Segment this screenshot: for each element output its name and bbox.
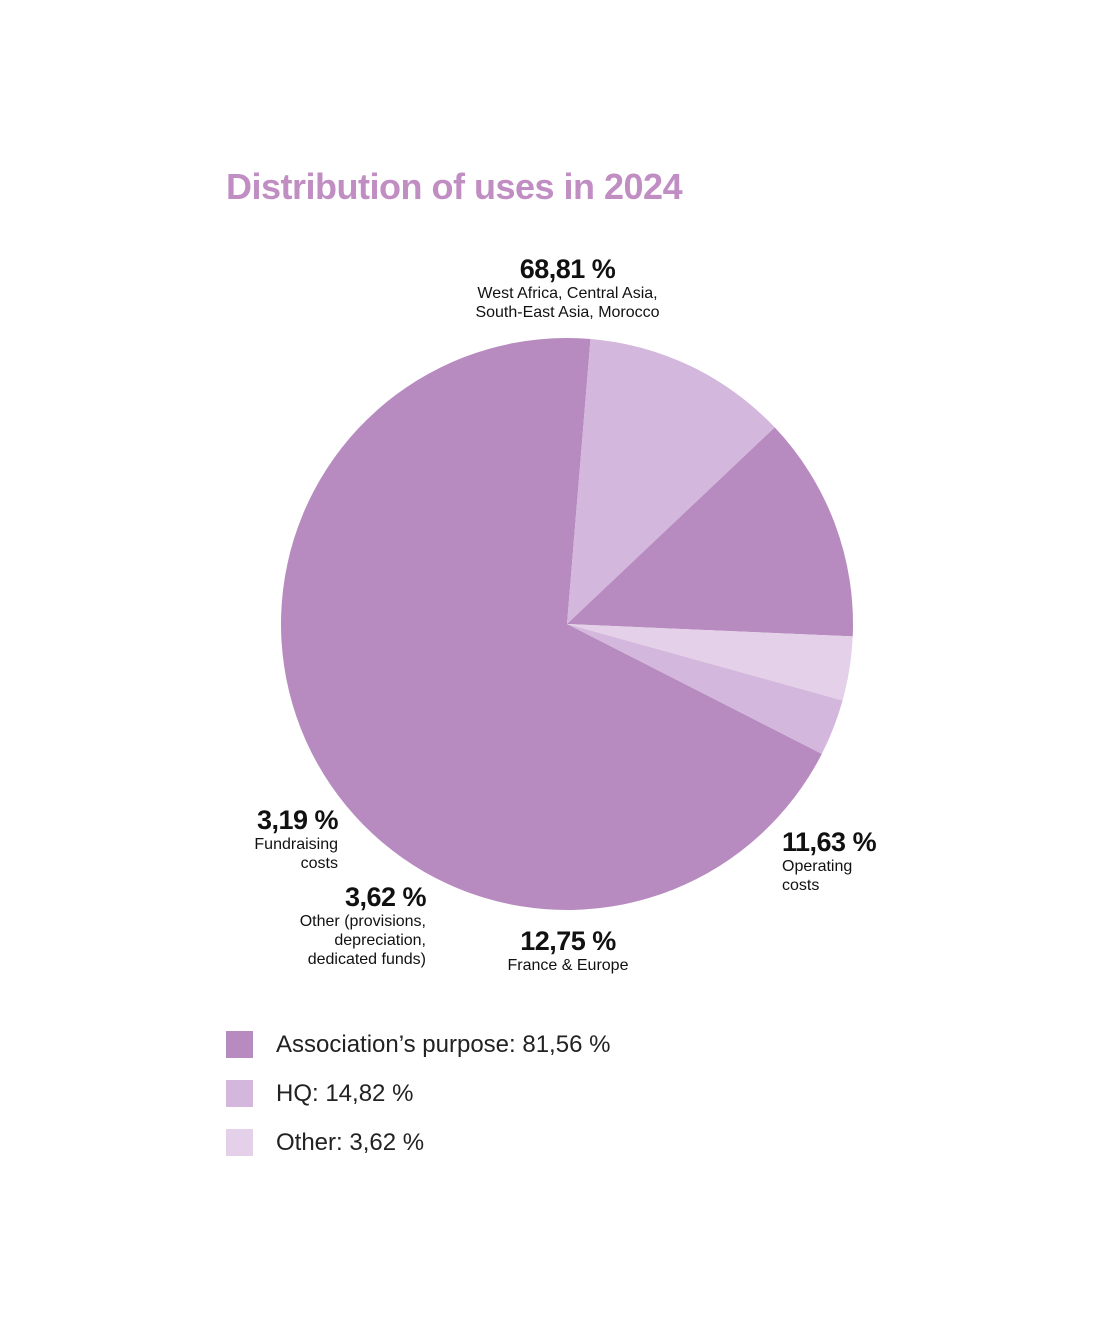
- slice-value-operating-costs: 11,63 %: [782, 827, 877, 857]
- slice-label-fundraising-costs: 3,19 % Fundraising costs: [186, 805, 338, 873]
- legend-item-purpose: Association’s purpose: 81,56 %: [226, 1020, 610, 1069]
- pie-slice-fu: [567, 624, 843, 754]
- pie-slice-wa: [281, 338, 822, 911]
- legend-swatch-other: [226, 1129, 253, 1156]
- slice-label-other: 3,62 % Other (provisions, depreciation, …: [236, 882, 427, 969]
- legend-item-other: Other: 3,62 %: [226, 1118, 610, 1167]
- slice-value-france-europe: 12,75 %: [520, 926, 616, 956]
- legend-label-other: Other: 3,62 %: [276, 1128, 425, 1156]
- legend-label-hq: HQ: 14,82 %: [276, 1079, 414, 1107]
- legend: Association’s purpose: 81,56 % HQ: 14,82…: [226, 1020, 610, 1167]
- slice-desc-other: Other (provisions, depreciation, dedicat…: [299, 913, 426, 968]
- pie-slice-fr: [567, 427, 853, 637]
- chart-title: Distribution of uses in 2024: [226, 166, 683, 207]
- slice-desc-france-europe: France & Europe: [507, 957, 629, 974]
- slice-value-fundraising-costs: 3,19 %: [256, 805, 339, 835]
- legend-label-purpose: Association’s purpose: 81,56 %: [276, 1030, 611, 1058]
- slice-desc-operating-costs: Operating costs: [782, 858, 853, 894]
- slice-label-west-africa: 68,81 % West Africa, Central Asia, South…: [415, 254, 720, 322]
- pie-slice-op: [567, 338, 775, 624]
- slice-label-operating-costs: 11,63 % Operating costs: [782, 827, 942, 895]
- pie-slice-ot: [567, 624, 853, 701]
- slice-value-other: 3,62 %: [344, 882, 427, 912]
- slice-desc-west-africa: West Africa, Central Asia, South-East As…: [475, 285, 660, 321]
- slice-label-france-europe: 12,75 % France & Europe: [458, 926, 678, 975]
- slice-value-west-africa: 68,81 %: [519, 254, 616, 284]
- legend-item-hq: HQ: 14,82 %: [226, 1069, 610, 1118]
- legend-swatch-purpose: [226, 1031, 253, 1058]
- legend-swatch-hq: [226, 1080, 253, 1107]
- slice-desc-fundraising-costs: Fundraising costs: [254, 836, 338, 872]
